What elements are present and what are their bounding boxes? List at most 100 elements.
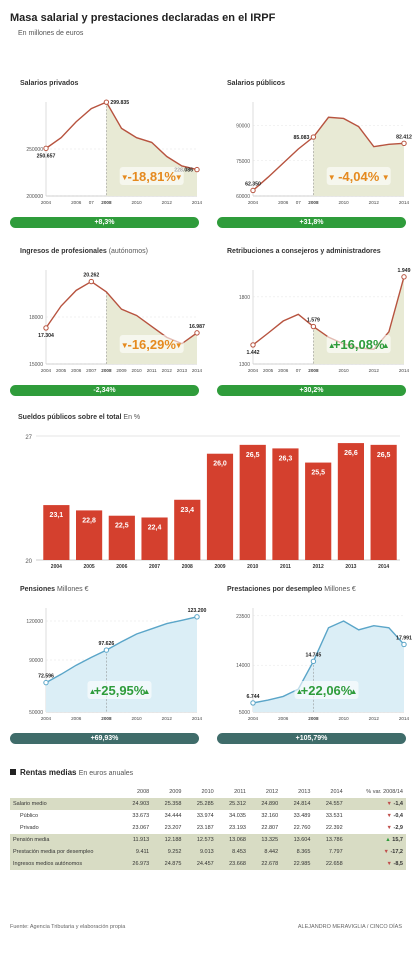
- x-tick-label: 2013: [177, 368, 188, 373]
- area-fill: [46, 616, 197, 712]
- variation-bar: +69,93%: [10, 733, 199, 744]
- row-label: Privado: [20, 825, 39, 831]
- arrow-down-icon: ▼: [383, 849, 391, 855]
- table-row: Público 33.673 34.444 33.974 34.035 32.160 33.…: [10, 810, 406, 822]
- x-tick-label: 2006: [71, 200, 82, 205]
- table-cell: 24.890: [248, 798, 282, 810]
- data-point: [194, 166, 200, 173]
- point-label: 82.412: [396, 134, 412, 140]
- table-cell: 33.673: [132, 813, 150, 819]
- y-tick-label: 23500: [236, 614, 250, 620]
- table-header-cell: 2010: [201, 789, 214, 795]
- table-cell: 13.068: [216, 834, 249, 846]
- arrow-up-icon: ▲: [385, 837, 393, 843]
- table-cell: 24.814: [281, 798, 314, 810]
- variation-bar: +30,2%: [217, 385, 406, 396]
- point-label: 62.350: [245, 181, 261, 187]
- point-label: 14.745: [305, 652, 321, 658]
- badge-arrow-icon: ▼: [121, 173, 129, 182]
- table-row: Privado 23.067 23.207 23.187 23.193 22.807 22.…: [10, 822, 406, 834]
- y-tick-label: 90000: [236, 124, 250, 130]
- table-row: Pensión media 11.913 12.188 12.573 13.068 13.…: [10, 834, 406, 846]
- point-label: 20.262: [83, 273, 99, 279]
- table-cell: 22.807: [261, 825, 279, 831]
- table-cell: 22.985: [281, 858, 314, 870]
- variation-bar: +8,3%: [10, 217, 199, 228]
- bar-value-label: 23,1: [50, 512, 64, 519]
- x-tick-label: 2007: [149, 564, 160, 570]
- y-tick-label: 15000: [29, 362, 43, 368]
- point-label: 299.835: [110, 100, 129, 106]
- x-tick-label: 07: [89, 200, 95, 205]
- y-tick-label: 75000: [236, 159, 250, 165]
- table-cell: 9.411: [120, 846, 153, 858]
- panel-sueldos-publicos-pct: Sueldos públicos sobre el total En % 27 20…: [0, 414, 414, 574]
- x-tick-label: 2008: [101, 200, 112, 205]
- badge-text: +16,08%: [333, 337, 385, 352]
- variation-bar: +105,79%: [217, 733, 406, 744]
- table-cell: 13.604: [281, 834, 314, 846]
- table-row: Salario medio 24.903 25.358 25.285 25.312 24.…: [10, 798, 406, 810]
- variation-cell: ▲ 15,7: [345, 834, 406, 846]
- x-tick-label: 2014: [378, 564, 389, 570]
- series-line: [45, 616, 198, 684]
- table-cell: 25.312: [216, 798, 249, 810]
- bar-value-label: 26,5: [377, 452, 391, 459]
- bar-value-label: 25,5: [311, 470, 325, 477]
- footer-credit: ALEJANDRO MERAVIGLIA / CINCO DÍAS: [297, 924, 402, 930]
- table-cell: 33.531: [325, 813, 343, 819]
- x-tick-label: 2004: [41, 200, 52, 205]
- bar-value-label: 26,0: [213, 461, 227, 468]
- point-label: 1.579: [307, 318, 320, 324]
- panel-title-text: Salarios privados: [20, 80, 79, 87]
- panel-title: Ingresos de profesionales (autónomos): [20, 248, 148, 255]
- panel-title: Retribuciones a consejeros y administrad…: [227, 248, 381, 255]
- x-tick-label: 2006: [278, 716, 289, 721]
- rentas-medias-unit: En euros anuales: [78, 770, 134, 777]
- data-point: [310, 658, 317, 665]
- x-tick-label: 2012: [369, 716, 380, 721]
- x-tick-label: 2013: [345, 564, 356, 570]
- bar: [337, 443, 364, 560]
- table-cell: 34.444: [164, 813, 182, 819]
- page-title: Masa salarial y prestaciones declaradas …: [10, 12, 276, 24]
- row-label: Pensión media: [10, 834, 120, 846]
- point-label: 97.626: [98, 641, 114, 647]
- table-cell: 24.557: [313, 798, 346, 810]
- square-icon: [10, 769, 16, 775]
- x-tick-label: 2012: [369, 368, 380, 373]
- panel-title-suffix: Millones €: [322, 586, 356, 593]
- x-tick-label: 2010: [338, 368, 349, 373]
- series-line: [252, 116, 405, 192]
- badge-arrow-icon: ▲: [350, 687, 358, 696]
- badge-bg: [326, 335, 391, 353]
- panel-title-suffix: Millones €: [55, 586, 89, 593]
- variation-value: -8,5: [393, 861, 403, 867]
- y-tick-label: 20: [25, 559, 32, 565]
- table-cell: 8.442: [248, 846, 282, 858]
- badge-bg: [87, 681, 152, 699]
- table-header-row: 2008 2009 2010 2011 2012 2013 2014 % var. 2008/…: [10, 786, 406, 798]
- x-tick-label: 2010: [131, 368, 142, 373]
- panel-pensiones: Pensiones Millones € 120000 90000 50000 2004…: [0, 586, 207, 746]
- data-point: [43, 679, 49, 686]
- table-header-cell: 2012: [265, 789, 279, 795]
- variation-value: -1,4: [393, 801, 403, 807]
- panel-title: Salarios públicos: [227, 80, 285, 87]
- bar-value-label: 22,5: [115, 523, 129, 530]
- variation-cell: ▼ -17,2: [345, 846, 406, 858]
- bar-value-label: 26,6: [344, 450, 358, 457]
- table-cell: 24.875: [152, 858, 185, 870]
- badge-bg: [294, 681, 359, 699]
- x-tick-label: 2004: [41, 368, 52, 373]
- badge-bg: [326, 167, 391, 185]
- panel-title: Sueldos públicos sobre el total En %: [18, 414, 140, 421]
- table-cell: 23.193: [229, 825, 246, 831]
- variation-cell: ▼ -1,4: [345, 798, 406, 810]
- table-cell: 13.325: [248, 834, 282, 846]
- badge-arrow-icon: ▲: [328, 341, 336, 350]
- table-cell: 23.207: [164, 825, 182, 831]
